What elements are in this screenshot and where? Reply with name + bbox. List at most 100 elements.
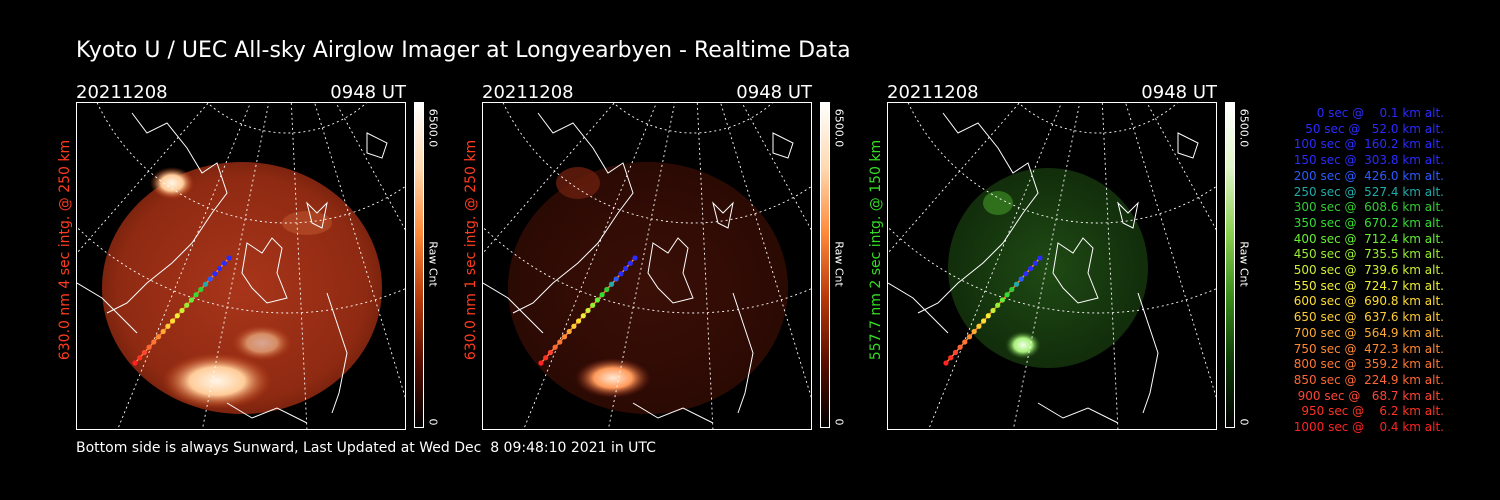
track-point bbox=[137, 355, 143, 361]
panel-time: 0948 UT bbox=[330, 82, 406, 103]
track-point bbox=[155, 334, 162, 340]
panel-3-wavelength-label: 557.7 nm 2 sec intg. @ 150 km bbox=[868, 139, 884, 361]
track-point bbox=[632, 255, 638, 261]
track-point bbox=[188, 297, 194, 303]
panel-2-wavelength-label: 630.0 nm 1 sec intg. @ 250 km bbox=[463, 139, 479, 361]
panel-1-wavelength-label: 630.0 nm 4 sec intg. @ 250 km bbox=[57, 139, 73, 361]
track-point bbox=[580, 313, 586, 319]
track-point bbox=[608, 281, 615, 287]
track-point bbox=[141, 349, 147, 356]
legend-entry: 900 sec @ 68.7 km alt. bbox=[1297, 388, 1444, 403]
legend-entry: 700 sec @ 564.9 km alt. bbox=[1293, 325, 1444, 340]
track-point bbox=[1004, 292, 1010, 298]
track-point bbox=[594, 297, 600, 303]
legend-entry: 950 sec @ 6.2 km alt. bbox=[1301, 404, 1444, 419]
colorbar-min: 0 bbox=[426, 418, 440, 426]
legend-entry: 800 sec @ 359.2 km alt. bbox=[1293, 357, 1444, 372]
legend-entry: 600 sec @ 690.8 km alt. bbox=[1293, 294, 1444, 309]
track-point bbox=[212, 271, 218, 277]
track-point bbox=[966, 334, 973, 340]
panel-date: 20211208 bbox=[887, 82, 979, 103]
track-point bbox=[151, 339, 157, 345]
legend-entry: 0 sec @ 0.1 km alt. bbox=[1316, 106, 1444, 120]
track-point bbox=[179, 307, 185, 314]
panel-time: 0948 UT bbox=[1141, 82, 1217, 103]
colorbar-min: 0 bbox=[832, 418, 846, 426]
colorbar bbox=[1225, 102, 1235, 428]
legend-entry: 350 sec @ 670.2 km alt. bbox=[1293, 215, 1444, 230]
track-point bbox=[160, 328, 166, 335]
track-point bbox=[174, 313, 180, 319]
track-point bbox=[943, 360, 949, 366]
track-point bbox=[618, 271, 624, 277]
panel-date: 20211208 bbox=[76, 82, 168, 103]
track-point bbox=[184, 302, 190, 308]
track-point bbox=[990, 307, 996, 314]
legend-entry: 150 sec @ 303.8 km alt. bbox=[1293, 153, 1444, 168]
panel-1: 20211208 0948 UT bbox=[76, 82, 406, 430]
allsky-image bbox=[482, 102, 812, 430]
track-point bbox=[207, 276, 213, 282]
panel-date: 20211208 bbox=[482, 82, 574, 103]
legend-entry: 200 sec @ 426.0 km alt. bbox=[1293, 168, 1444, 183]
legend-entry: 400 sec @ 712.4 km alt. bbox=[1293, 231, 1444, 246]
colorbar bbox=[820, 102, 830, 428]
track-point bbox=[198, 286, 204, 293]
legend-entry: 550 sec @ 724.7 km alt. bbox=[1293, 278, 1444, 293]
panel-2: 20211208 0948 UT bbox=[482, 82, 812, 430]
track-point bbox=[561, 334, 568, 340]
track-point bbox=[566, 328, 572, 335]
colorbar-unit: Raw Cnt bbox=[832, 241, 846, 287]
track-point bbox=[538, 360, 544, 366]
track-point bbox=[962, 339, 968, 345]
footer-note: Bottom side is always Sunward, Last Upda… bbox=[76, 440, 656, 456]
legend-entry: 100 sec @ 160.2 km alt. bbox=[1293, 137, 1444, 152]
track-point bbox=[995, 302, 1001, 308]
track-point bbox=[623, 265, 629, 272]
legend-entry: 300 sec @ 608.6 km alt. bbox=[1293, 200, 1444, 215]
colorbar-max: 6500.0 bbox=[832, 108, 846, 148]
track-point bbox=[599, 292, 605, 298]
track-point bbox=[202, 281, 209, 287]
track-point bbox=[971, 328, 977, 335]
colorbar-min: 0 bbox=[1237, 418, 1251, 426]
track-point bbox=[985, 313, 991, 319]
track-point bbox=[1032, 260, 1038, 266]
track-point bbox=[1023, 271, 1029, 277]
track-point bbox=[576, 318, 582, 324]
allsky-image bbox=[76, 102, 406, 430]
legend-entry: 250 sec @ 527.4 km alt. bbox=[1293, 184, 1444, 199]
legend-entry: 50 sec @ 52.0 km alt. bbox=[1305, 121, 1444, 136]
colorbar-unit: Raw Cnt bbox=[426, 241, 440, 287]
track-point bbox=[226, 255, 232, 261]
track-point bbox=[604, 286, 610, 293]
track-point bbox=[165, 323, 171, 329]
legend-entry: 500 sec @ 739.6 km alt. bbox=[1293, 263, 1444, 278]
track-point bbox=[552, 344, 558, 350]
track-point bbox=[613, 276, 619, 282]
track-point bbox=[1013, 281, 1020, 287]
track-point bbox=[1037, 255, 1043, 261]
track-point bbox=[571, 323, 577, 329]
legend-entry: 450 sec @ 735.5 km alt. bbox=[1293, 247, 1444, 262]
track-point bbox=[1018, 276, 1024, 282]
legend-entry: 750 sec @ 472.3 km alt. bbox=[1293, 341, 1444, 356]
track-point bbox=[543, 355, 549, 361]
track-point bbox=[981, 318, 987, 324]
track-point bbox=[590, 302, 596, 308]
track-points bbox=[538, 255, 638, 366]
panel-3: 20211208 0948 UT bbox=[887, 82, 1217, 430]
track-point bbox=[547, 349, 553, 356]
colorbar-max: 6500.0 bbox=[1237, 108, 1251, 148]
track-points bbox=[943, 255, 1043, 366]
track-point bbox=[132, 360, 138, 366]
legend-entry: 650 sec @ 637.6 km alt. bbox=[1293, 310, 1444, 325]
colorbar bbox=[414, 102, 424, 428]
track-point bbox=[221, 260, 227, 266]
track-point bbox=[1028, 265, 1034, 272]
page-title: Kyoto U / UEC All-sky Airglow Imager at … bbox=[76, 38, 851, 63]
legend-entry: 850 sec @ 224.9 km alt. bbox=[1293, 372, 1444, 387]
colorbar-unit: Raw Cnt bbox=[1237, 241, 1251, 287]
track-point bbox=[999, 297, 1005, 303]
track-point bbox=[948, 355, 954, 361]
